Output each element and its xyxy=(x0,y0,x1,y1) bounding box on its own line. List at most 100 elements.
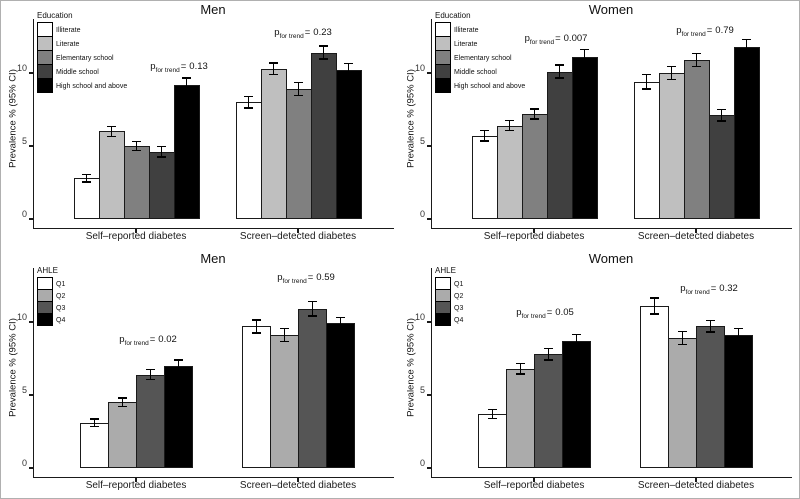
y-axis-label: Prevalence % (95% CI) xyxy=(405,318,417,417)
category-label: Screen–detected diabetes xyxy=(239,231,357,242)
error-bar-cap xyxy=(572,333,581,336)
legend-label: Q2 xyxy=(56,292,66,300)
category-label: Screen–detected diabetes xyxy=(637,231,755,242)
bar xyxy=(73,178,100,219)
x-tick-mark xyxy=(135,478,137,482)
y-tick-mark xyxy=(427,467,431,469)
p-for-trend-label: pfor trend= 0.02 xyxy=(119,334,177,347)
bars-layer xyxy=(34,268,394,477)
y-tick-label: 0 xyxy=(419,209,425,219)
y-tick-mark xyxy=(29,321,33,323)
legend-swatch xyxy=(37,36,53,51)
error-bar-cap xyxy=(244,107,253,109)
legend-item: Middle school xyxy=(37,64,127,79)
error-bar xyxy=(558,65,561,79)
x-tick-mark xyxy=(533,478,535,482)
plot-area xyxy=(33,268,394,478)
legend-label: Illiterate xyxy=(56,26,81,34)
bars-layer xyxy=(432,268,792,477)
x-tick-mark xyxy=(695,229,697,233)
error-bar-cap xyxy=(516,362,525,365)
error-bar-cap xyxy=(294,94,303,97)
y-axis-label: Prevalence % (95% CI) xyxy=(405,69,417,168)
legend-label: Elementary school xyxy=(56,54,114,62)
bar xyxy=(298,308,327,468)
bar xyxy=(506,368,535,468)
error-bar xyxy=(135,141,138,151)
legend: Education Illiterate Literate Elementary s… xyxy=(37,11,127,93)
bars-layer xyxy=(34,19,394,228)
error-bar-cap xyxy=(488,417,497,420)
y-tick-label: 5 xyxy=(419,136,425,146)
error-bar-cap xyxy=(90,425,99,428)
legend-label: Literate xyxy=(454,40,478,48)
error-bar xyxy=(311,301,314,317)
error-bar-cap xyxy=(174,370,183,373)
legend-items: Q1 Q2 Q3 Q4 xyxy=(435,277,464,326)
error-bar-cap xyxy=(132,140,141,143)
error-bar xyxy=(670,66,673,80)
legend-item: Elementary school xyxy=(37,50,127,65)
error-bar-cap xyxy=(642,88,651,90)
category-label: Self–reported diabetes xyxy=(85,480,187,491)
bar xyxy=(310,52,337,219)
category-label: Self–reported diabetes xyxy=(483,480,585,491)
error-bar xyxy=(547,348,550,360)
legend-items: Illiterate Literate Elementary school Middl… xyxy=(37,22,128,93)
error-bar-cap xyxy=(555,77,564,79)
panel-women-ahle: Women Prevalence % (95% CI) 0 5 10 Self–… xyxy=(399,250,799,498)
legend-item: Illiterate xyxy=(435,22,525,37)
legend-swatch xyxy=(435,78,451,93)
panel-men-ahle: Men Prevalence % (95% CI) 0 5 10 Self–re… xyxy=(1,250,401,498)
bar xyxy=(285,89,312,219)
error-bar xyxy=(483,130,486,141)
error-bar xyxy=(322,46,325,60)
p-for-trend-label: pfor trend= 0.32 xyxy=(680,283,738,296)
y-axis-label: Prevalence % (95% CI) xyxy=(7,69,19,168)
legend-swatch xyxy=(435,22,451,37)
legend-swatch xyxy=(435,64,451,79)
legend-label: Q2 xyxy=(454,292,464,300)
chart-title: Women xyxy=(588,251,634,266)
bar xyxy=(478,413,507,468)
error-bar-cap xyxy=(678,330,687,333)
bar xyxy=(724,335,753,468)
legend-item: High school and above xyxy=(435,78,525,93)
y-tick-mark xyxy=(29,72,33,74)
error-bar-cap xyxy=(244,95,253,98)
error-bar-cap xyxy=(667,78,676,81)
category-label: Self–reported diabetes xyxy=(85,231,187,242)
error-bar-cap xyxy=(488,408,497,411)
bar xyxy=(496,125,523,219)
p-for-trend-label: pfor trend= 0.007 xyxy=(524,33,588,46)
error-bar xyxy=(575,334,578,348)
error-bar xyxy=(653,297,656,314)
error-bar-cap xyxy=(742,38,751,41)
error-bar xyxy=(247,96,250,109)
panel-women-education: Women Prevalence % (95% CI) 0 5 10 Self–… xyxy=(399,1,799,250)
error-bar-cap xyxy=(308,315,317,317)
error-bar-cap xyxy=(530,118,539,120)
error-bar-cap xyxy=(280,327,289,330)
legend-title: AHLE xyxy=(37,266,58,275)
legend-label: High school and above xyxy=(56,82,128,90)
bar xyxy=(668,338,697,468)
p-for-trend-label: pfor trend= 0.79 xyxy=(676,25,734,38)
x-tick-mark xyxy=(533,229,535,233)
error-bar xyxy=(695,53,698,67)
error-bar-cap xyxy=(182,77,191,79)
error-bar-cap xyxy=(580,48,589,51)
error-bar-cap xyxy=(480,140,489,142)
chart-title: Men xyxy=(200,251,226,266)
bar xyxy=(270,335,299,468)
error-bar-cap xyxy=(480,129,489,132)
error-bar xyxy=(533,108,536,119)
error-bar-cap xyxy=(82,173,91,176)
error-bar xyxy=(720,109,723,122)
error-bar xyxy=(347,63,350,77)
error-bar xyxy=(339,317,342,330)
error-bar-cap xyxy=(90,418,99,420)
y-tick-label: 5 xyxy=(21,385,27,395)
legend-items: Illiterate Literate Elementary school Middl… xyxy=(435,22,525,93)
plot-area xyxy=(33,19,394,229)
